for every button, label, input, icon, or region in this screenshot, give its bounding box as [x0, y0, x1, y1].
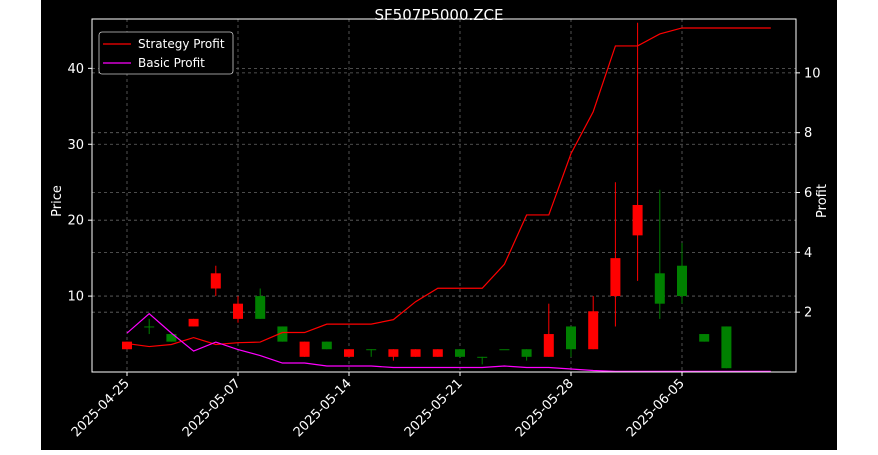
candle-body — [299, 341, 310, 357]
candles — [122, 22, 732, 369]
candle-body — [477, 356, 488, 358]
chart-title: SF507P5000.ZCE — [375, 6, 504, 24]
y-tick-label-right: 6 — [804, 186, 812, 201]
candle-body — [566, 326, 576, 350]
candlestick-chart: SF507P5000.ZCE 10 20 30 40 2 4 6 8 10 2025-04-25 2… — [50, 6, 830, 440]
candle-body — [521, 349, 532, 357]
y-tick-label-right: 4 — [804, 246, 812, 261]
legend-box — [98, 31, 234, 75]
candle-body — [344, 349, 354, 357]
candle-body — [677, 265, 687, 297]
figure: SF507P5000.ZCE 10 20 30 40 2 4 6 8 10 2025-04-25 2… — [41, 0, 837, 450]
candle-body — [543, 334, 554, 357]
candle-body — [122, 341, 132, 350]
x-tick-label: 2025-04-25 — [69, 376, 133, 440]
series-line — [126, 27, 771, 348]
candle-body — [144, 326, 155, 328]
axes: 10 20 30 40 2 4 6 8 10 2025-04-25 2025-05-07 2025-0… — [67, 18, 821, 440]
x-tick-label: 2025-06-05 — [624, 376, 688, 440]
candle-body — [233, 303, 243, 319]
y-tick-label-left: 20 — [67, 214, 84, 229]
x-tick-label: 2025-05-28 — [513, 376, 577, 440]
y-tick-label-left: 40 — [67, 62, 84, 77]
candle-body — [321, 341, 332, 350]
candle-body — [721, 326, 732, 369]
candle-body — [366, 349, 377, 351]
candle-body — [277, 326, 288, 342]
profit-lines — [126, 27, 771, 373]
candle-body — [166, 334, 177, 342]
legend-strategy-label: Strategy Profit — [138, 37, 225, 51]
y-tick-label-right: 10 — [804, 66, 821, 81]
x-tick-label: 2025-05-21 — [402, 376, 466, 440]
y-tick-label-right: 8 — [804, 126, 812, 141]
candle-body — [588, 311, 599, 350]
x-tick-label: 2025-05-07 — [180, 376, 244, 440]
candle-body — [699, 334, 710, 342]
candle-body — [632, 204, 643, 236]
y-tick-label-left: 30 — [67, 138, 84, 153]
candle-body — [410, 349, 421, 357]
candle-body — [188, 318, 199, 327]
legend-basic-label: Basic Profit — [138, 56, 205, 70]
legend: Strategy Profit Basic Profit — [98, 31, 234, 75]
candle-body — [654, 273, 665, 304]
candle-body — [388, 349, 399, 357]
y-axis-label-left: Price — [50, 185, 65, 217]
candle-body — [210, 273, 221, 289]
candle-body — [432, 349, 443, 357]
series-line — [126, 312, 771, 373]
candle-body — [610, 258, 621, 297]
candle-body — [455, 349, 465, 357]
candle-body — [255, 296, 266, 319]
y-tick-label-right: 2 — [804, 306, 812, 321]
y-tick-label-left: 10 — [67, 290, 84, 305]
plot-frame — [91, 18, 797, 373]
candle-body — [499, 349, 510, 351]
y-axis-label-right: Profit — [815, 184, 830, 218]
x-tick-label: 2025-05-14 — [291, 376, 355, 440]
